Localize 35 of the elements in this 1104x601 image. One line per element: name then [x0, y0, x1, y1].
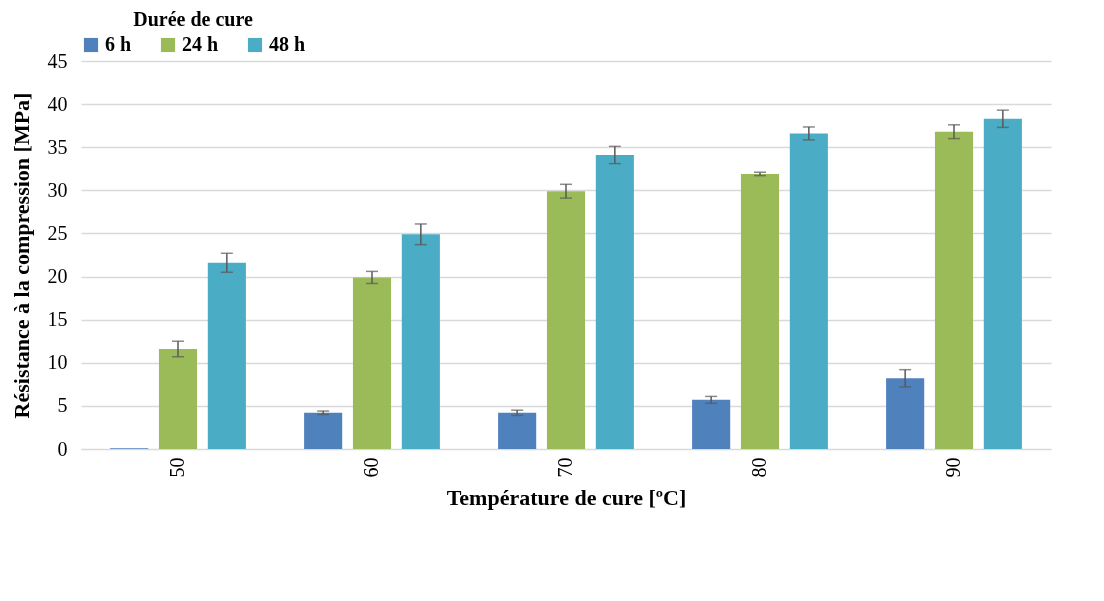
legend-label: 24 h — [182, 33, 219, 55]
y-tick-label: 10 — [47, 351, 68, 374]
y-tick-label: 35 — [47, 135, 68, 158]
x-tick-label: 80 — [748, 457, 770, 478]
bar — [498, 412, 537, 449]
y-axis-title: Résistance à la compression [MPa] — [8, 92, 34, 419]
bar — [401, 234, 440, 449]
y-tick-label: 5 — [57, 394, 68, 417]
y-tick-label: 20 — [47, 265, 68, 288]
y-tick-label: 25 — [47, 221, 68, 244]
legend-label: 6 h — [105, 33, 132, 55]
bar — [789, 133, 828, 449]
bar — [983, 118, 1022, 449]
y-tick-label: 0 — [57, 437, 68, 460]
bar — [886, 378, 925, 449]
x-tick-label: 90 — [942, 457, 964, 478]
y-tick-label: 40 — [47, 92, 68, 115]
x-tick-label: 60 — [360, 457, 382, 478]
bar — [740, 173, 780, 449]
bar — [207, 262, 246, 449]
legend-title: Durée de cure — [133, 8, 253, 30]
y-tick-label: 30 — [47, 178, 68, 201]
legend-label: 48 h — [269, 33, 306, 55]
bar — [158, 348, 198, 449]
x-tick-label: 70 — [554, 457, 576, 478]
y-tick-label: 15 — [47, 308, 68, 331]
x-tick-label: 50 — [166, 457, 188, 478]
y-tick-label: 45 — [47, 49, 68, 72]
bar — [595, 154, 634, 449]
bar — [304, 412, 343, 449]
bar — [692, 399, 731, 449]
bar — [352, 277, 392, 449]
bar — [934, 131, 974, 449]
x-axis-title: Température de cure [ºC] — [446, 484, 687, 510]
bar — [546, 191, 586, 449]
